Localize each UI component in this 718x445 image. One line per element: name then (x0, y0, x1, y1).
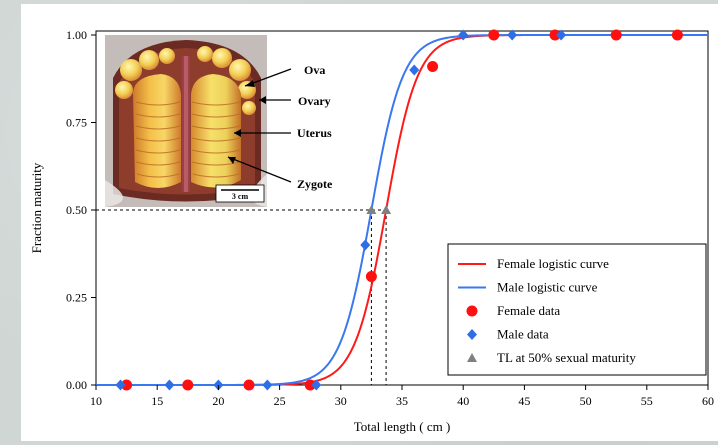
x-axis-title: Total length ( cm ) (354, 419, 451, 434)
x-tick-label: 55 (641, 394, 653, 408)
legend-label: Female logistic curve (497, 256, 609, 271)
x-tick-label: 60 (702, 394, 714, 408)
annotation-zygote: Zygote (297, 177, 333, 191)
logistic-curves (96, 34, 708, 386)
male-logistic-curve (96, 34, 708, 386)
zygote-arrowhead (228, 157, 236, 164)
annotation-uterus: Uterus (297, 126, 332, 140)
female-data-point (304, 379, 316, 391)
x-tick-label: 35 (396, 394, 408, 408)
male-data-point (115, 379, 126, 391)
y-tick-label: 0.00 (66, 378, 87, 392)
legend-swatch-marker (466, 305, 478, 317)
uterus-left (133, 74, 181, 188)
female-data-point (243, 379, 255, 391)
specimen-photo: 3 cm (105, 35, 267, 207)
male-data-point (360, 239, 371, 251)
legend-box (447, 243, 707, 376)
photo-annotations: Ova Ovary Uterus Zygote (227, 63, 333, 191)
male-data-point (507, 29, 518, 41)
y-tick-label: 1.00 (66, 28, 87, 42)
female-data-point (488, 29, 500, 41)
ovary-arrowhead (259, 96, 266, 104)
legend-label: Male data (497, 327, 549, 342)
maturity-chart: 3 cm Ova Ovary Uterus Zygote 10 15 20 25 30 3… (29, 28, 714, 434)
annotation-ovary: Ovary (298, 94, 331, 108)
x-tick-label: 40 (457, 394, 469, 408)
zygote-arrow (227, 156, 292, 183)
legend-label: Male logistic curve (497, 280, 598, 295)
female-data-point (549, 29, 561, 41)
female-data-point (121, 379, 133, 391)
female-data-point (671, 29, 683, 41)
x-tick-label: 10 (90, 394, 102, 408)
x-tick-label: 15 (151, 394, 163, 408)
male-data-point (311, 379, 322, 391)
female-data-point (610, 29, 622, 41)
uterus-right (191, 74, 241, 188)
female-data-point (365, 271, 377, 282)
legend: Female logistic curve Male logistic curve… (447, 243, 707, 376)
legend-label: TL at 50% sexual maturity (497, 350, 636, 365)
tl-at-50-sexual-maturity-point (381, 205, 392, 214)
male-data-point (262, 379, 273, 391)
female-data-point (182, 379, 194, 391)
figure-panel: 3 cm Ova Ovary Uterus Zygote 10 15 20 25 30 3… (21, 4, 718, 441)
scale-bar-label: 3 cm (232, 192, 249, 201)
ova-arrowhead (245, 80, 255, 87)
ova-cluster-left (115, 48, 175, 99)
female-data-point (427, 61, 439, 72)
x-tick-label: 25 (274, 394, 286, 408)
y-tick-label: 0.25 (66, 291, 87, 305)
legend-swatch-marker (467, 329, 477, 340)
axes: 10 15 20 25 30 35 40 45 50 55 60 0.00 0.25 0.50 0.75 1.… (66, 28, 714, 408)
tl-at-50-sexual-maturity-point (366, 205, 377, 214)
legend-swatch-marker (467, 353, 477, 362)
x-tick-label: 50 (580, 394, 592, 408)
x-tick-label: 45 (518, 394, 530, 408)
male-data-point (556, 29, 567, 41)
y-tick-label: 0.75 (66, 116, 87, 130)
maturity-guide-lines (96, 209, 387, 385)
male-data-point (458, 29, 469, 41)
x-tick-label: 20 (212, 394, 224, 408)
uterus-arrowhead (234, 129, 241, 137)
legend-label: Female data (497, 303, 560, 318)
y-tick-label: 0.50 (66, 203, 87, 217)
male-data-point (409, 64, 420, 76)
x-tick-label: 30 (335, 394, 347, 408)
annotation-ova: Ova (304, 63, 325, 77)
y-axis-title: Fraction maturity (29, 162, 44, 253)
male-data-point (164, 379, 175, 391)
